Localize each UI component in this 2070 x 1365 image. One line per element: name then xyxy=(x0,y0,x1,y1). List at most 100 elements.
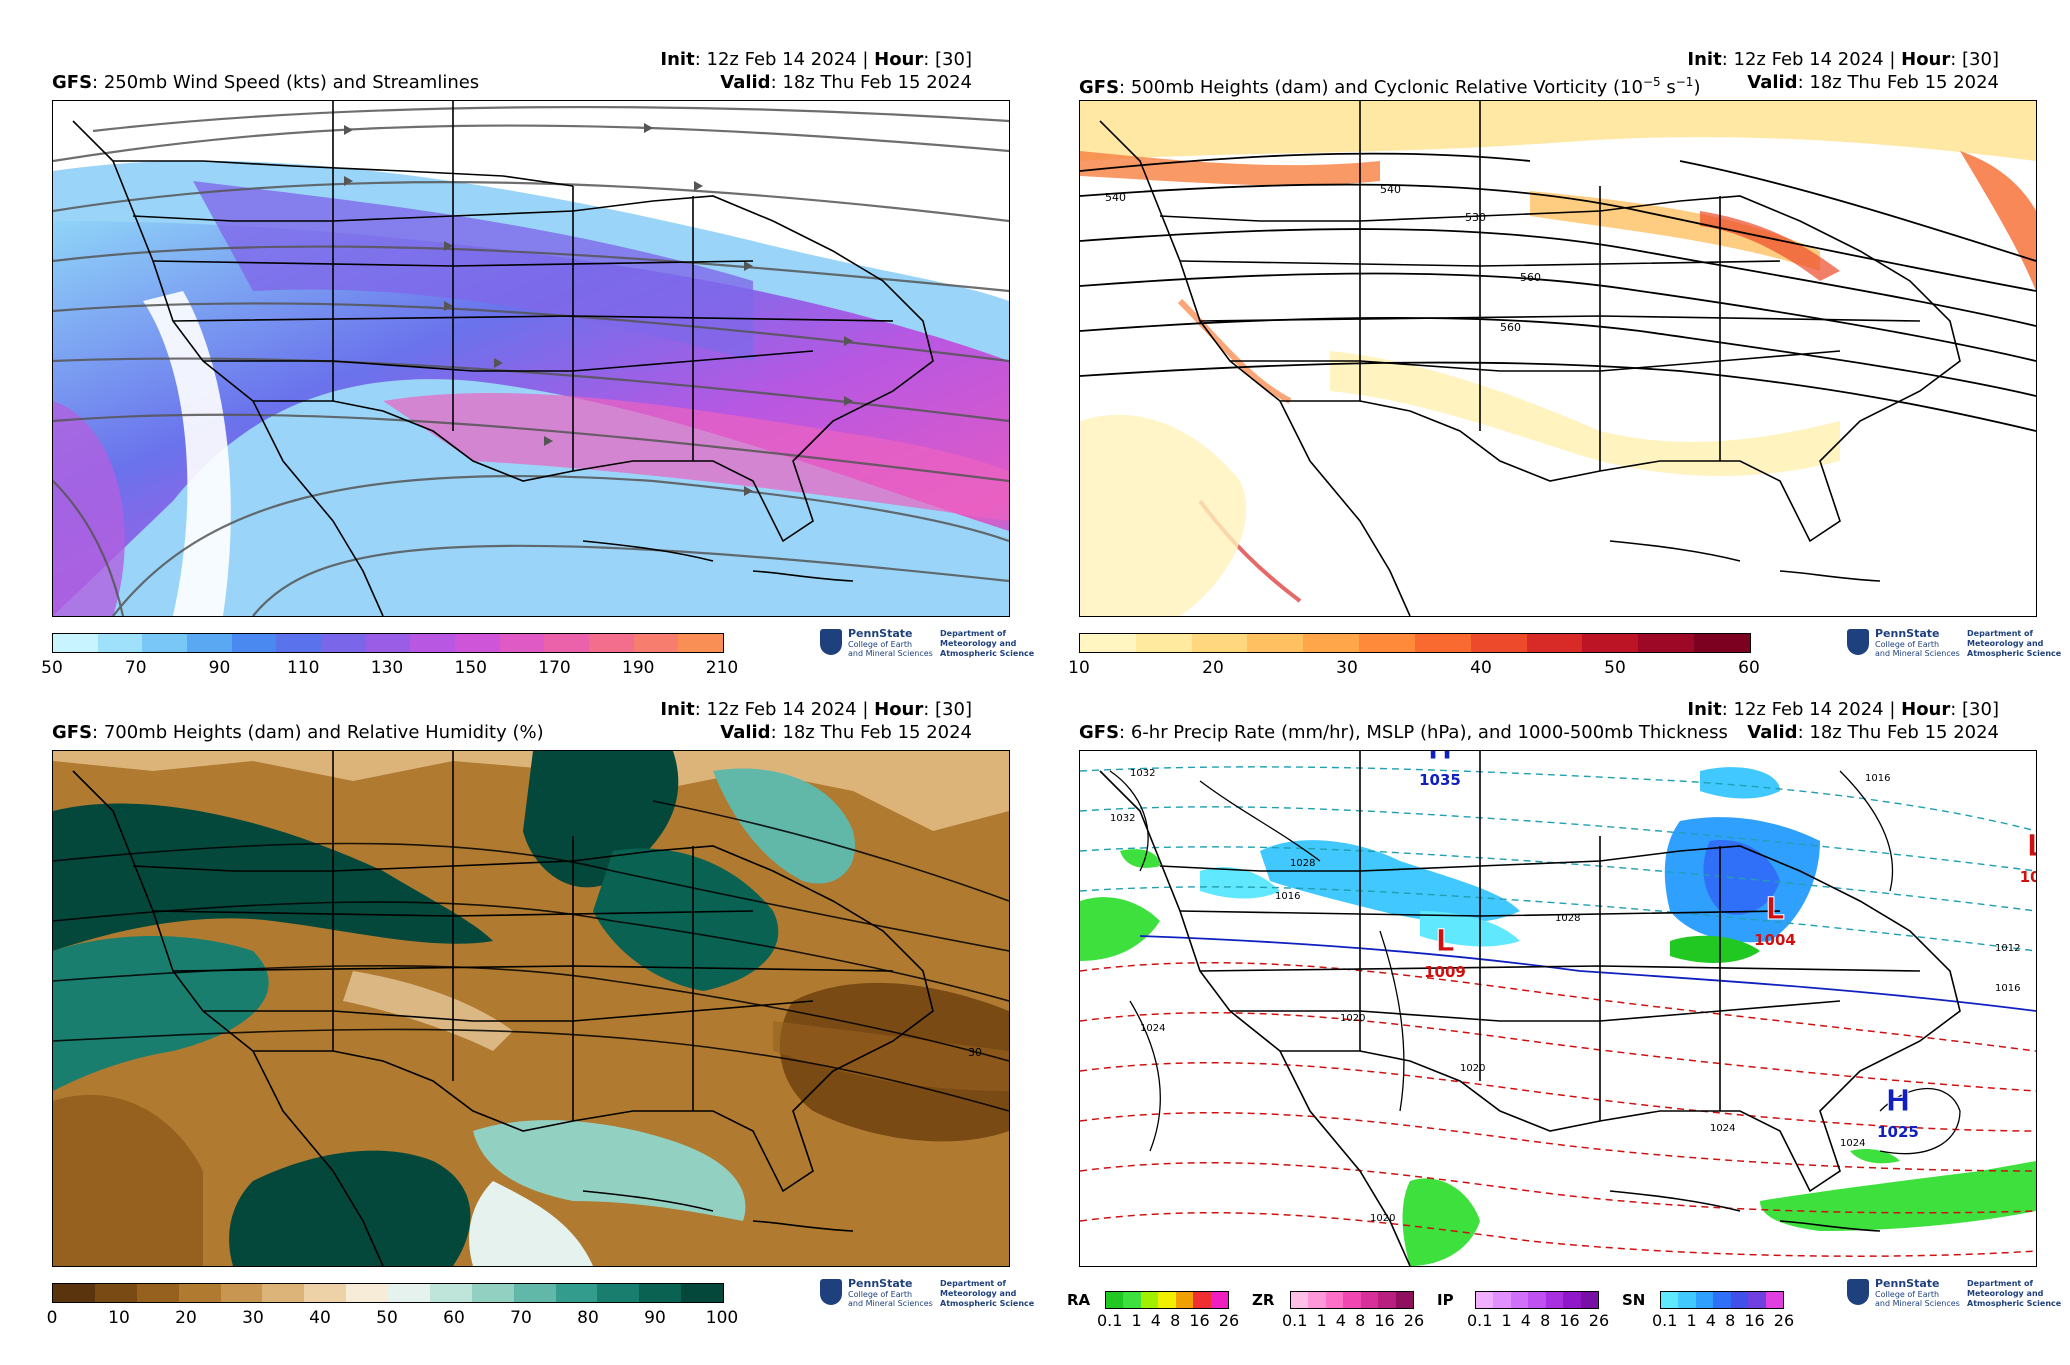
colorbar-swatch xyxy=(1678,1292,1696,1308)
colorbar-tick-label: 150 xyxy=(454,658,487,678)
init-line: Init: 12z Feb 14 2024 | Hour: [30] xyxy=(1687,699,1999,720)
colorbar-swatch xyxy=(97,634,143,652)
precip-map-graphic: 1032 1032 1028 1016 1028 1016 1012 1016 … xyxy=(1080,751,2036,1266)
colorbar-tick-label: 10 xyxy=(108,1308,130,1328)
colorbar-tick-label: 50 xyxy=(1604,658,1626,678)
colorbar-tick-label: 0 xyxy=(46,1308,58,1328)
colorbar-tick-label: 170 xyxy=(538,658,571,678)
colorbar-swatch xyxy=(678,634,724,652)
colorbar-swatch xyxy=(1395,1292,1413,1308)
colorbar-swatch xyxy=(321,634,366,652)
colorbar-swatch xyxy=(1694,634,1750,652)
map-precip: 1032 1032 1028 1016 1028 1016 1012 1016 … xyxy=(1079,750,2037,1267)
precip-legend-ticks: 0.1 1 4 8 16 26 xyxy=(1467,1311,1610,1330)
isobar-label: 1032 xyxy=(1130,768,1155,779)
isobar-label: 1024 xyxy=(1840,1138,1865,1149)
colorbar-tick-label: 90 xyxy=(208,658,231,678)
colorbar-tick-label: 100 xyxy=(705,1308,739,1328)
isobar-label: 1024 xyxy=(1140,1023,1165,1034)
panel-title: GFS: 700mb Heights (dam) and Relative Hu… xyxy=(52,722,544,743)
colorbar-swatch xyxy=(53,634,98,652)
precip-legend-ticks: 0.1 1 4 8 16 26 xyxy=(1097,1311,1240,1330)
precip-legend-label: SN xyxy=(1622,1291,1646,1309)
colorbar-swatch xyxy=(1730,1292,1749,1308)
colorbar-swatch xyxy=(142,634,188,652)
colorbar-tick-label: 30 xyxy=(242,1308,264,1328)
colorbar-swatch xyxy=(633,634,679,652)
colorbar-swatch xyxy=(1563,1292,1581,1308)
colorbar-gradient xyxy=(52,633,724,653)
isobar-label: 1016 xyxy=(1275,891,1300,902)
colorbar-swatch xyxy=(639,1284,682,1302)
colorbar-swatch xyxy=(1528,1292,1546,1308)
valid-line: Valid: 18z Thu Feb 15 2024 xyxy=(720,722,972,743)
colorbar-swatch xyxy=(1343,1292,1361,1308)
colorbar-tick-label: 40 xyxy=(1470,658,1492,678)
precip-legend-label: ZR xyxy=(1252,1291,1275,1309)
colorbar-swatch xyxy=(231,634,277,652)
colorbar-swatch xyxy=(304,1284,347,1302)
colorbar-swatch xyxy=(365,634,411,652)
colorbar-swatch xyxy=(1378,1292,1396,1308)
colorbar-swatch xyxy=(1661,1292,1679,1308)
isobar-label: 1016 xyxy=(1995,983,2020,994)
colorbar-swatch xyxy=(1765,1292,1783,1308)
colorbar-tick-label: 90 xyxy=(644,1308,666,1328)
colorbar-swatch xyxy=(276,634,322,652)
precip-legend-ticks: 0.1 1 4 8 16 26 xyxy=(1652,1311,1795,1330)
pennstate-logo: PennState College of Earth and Mineral Sc… xyxy=(1847,625,2067,665)
colorbar-swatch xyxy=(513,1284,556,1302)
colorbar-swatch xyxy=(262,1284,305,1302)
colorbar-swatch xyxy=(1545,1292,1564,1308)
colorbar-tick-label: 190 xyxy=(622,658,655,678)
colorbar-swatch xyxy=(187,634,232,652)
valid-line: Valid: 18z Thu Feb 15 2024 xyxy=(720,72,972,93)
panel-precip-mslp: Init: 12z Feb 14 2024 | Hour: [30] GFS: … xyxy=(1067,650,2067,1330)
isobar-label: 1024 xyxy=(1710,1123,1735,1134)
colorbar-swatch xyxy=(499,634,545,652)
colorbar-swatch xyxy=(136,1284,179,1302)
colorbar-swatch xyxy=(544,634,590,652)
colorbar-tick-label: 10 xyxy=(1068,658,1090,678)
valid-line: Valid: 18z Thu Feb 15 2024 xyxy=(1747,722,1999,743)
isobar-label: 1016 xyxy=(1865,773,1890,784)
colorbar-swatch xyxy=(1580,1292,1598,1308)
colorbar-swatch xyxy=(1359,634,1415,652)
humidity-map-graphic: 30 xyxy=(53,751,1009,1266)
isobar-label: 1032 xyxy=(1110,813,1135,824)
precip-legend-ticks: 0.1 1 4 8 16 26 xyxy=(1282,1311,1425,1330)
colorbar-swatch xyxy=(1526,634,1583,652)
pressure-value: 1009 xyxy=(1424,963,1466,981)
precip-legend-label: IP xyxy=(1437,1291,1454,1309)
panel-title: GFS: 500mb Heights (dam) and Cyclonic Re… xyxy=(1079,75,1701,98)
high-pressure-letter: H xyxy=(1885,1084,1910,1119)
precip-legend-bar xyxy=(1290,1291,1414,1309)
panel-title: GFS: 250mb Wind Speed (kts) and Streamli… xyxy=(52,72,480,93)
contour-label: 530 xyxy=(1465,211,1486,224)
isobar-label: 1020 xyxy=(1370,1213,1395,1224)
isobar-label: 1028 xyxy=(1290,858,1315,869)
panel-700mb-rh: Init: 12z Feb 14 2024 | Hour: [30] GFS: … xyxy=(40,650,1040,1328)
colorbar-tick-label: 20 xyxy=(175,1308,197,1328)
colorbar-tick-label: 80 xyxy=(577,1308,599,1328)
precip-type-legends: RA 0.1 1 4 8 16 26 ZR 0.1 1 4 8 16 26 IP 0.1 … xyxy=(1067,1275,1827,1335)
colorbar-swatch xyxy=(346,1284,388,1302)
colorbar-swatch xyxy=(53,1284,95,1302)
map-700mb: 30 xyxy=(52,750,1010,1267)
pennstate-shield-icon xyxy=(1847,1279,1869,1305)
low-pressure-letter: L xyxy=(2026,829,2036,864)
colorbar-swatch xyxy=(1470,634,1527,652)
colorbar-tick-label: 60 xyxy=(1738,658,1760,678)
pressure-value: 1025 xyxy=(1877,1123,1919,1141)
pressure-value: 1035 xyxy=(1419,771,1461,789)
contour-label: 560 xyxy=(1520,271,1541,284)
colorbar-swatch xyxy=(455,634,500,652)
vorticity-map-graphic: 540 540 530 560 560 xyxy=(1080,101,2036,616)
colorbar-tick-label: 40 xyxy=(309,1308,331,1328)
colorbar-swatch xyxy=(1303,634,1360,652)
contour-label: 30 xyxy=(968,1046,982,1059)
isobar-label: 1020 xyxy=(1460,1063,1485,1074)
wind-map-graphic xyxy=(53,101,1009,616)
pennstate-shield-icon xyxy=(820,629,842,655)
colorbar-swatch xyxy=(429,1284,472,1302)
